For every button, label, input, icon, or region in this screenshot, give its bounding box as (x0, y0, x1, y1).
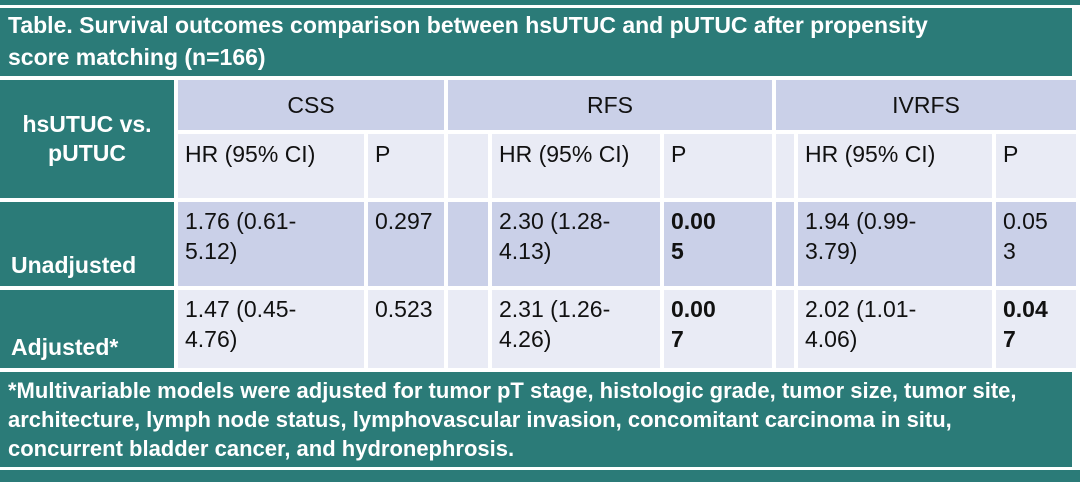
adjusted-rfs-p-cell: 0.00 7 (664, 290, 772, 368)
css-hr-header: HR (95% CI) (178, 134, 364, 198)
adjusted-ivrfs-hr-cell: 2.02 (1.01- 4.06) (798, 290, 992, 368)
spacer-cell (448, 202, 488, 286)
unadjusted-ivrfs-p-cell: 0.05 3 (996, 202, 1076, 286)
row-header-comparison: hsUTUC vs. pUTUC (0, 80, 174, 198)
table-title: Table. Survival outcomes comparison betw… (0, 8, 1072, 76)
unadjusted-ivrfs-hr-cell: 1.94 (0.99- 3.79) (798, 202, 992, 286)
spacer-cell (776, 202, 794, 286)
ivrfs-p-header: P (996, 134, 1076, 198)
adjusted-ivrfs-p-cell: 0.04 7 (996, 290, 1076, 368)
unadjusted-rfs-p-cell: 0.00 5 (664, 202, 772, 286)
spacer-cell (776, 134, 794, 198)
spacer-cell (776, 290, 794, 368)
footnote: *Multivariable models were adjusted for … (0, 372, 1072, 467)
unadjusted-rfs-hr-cell: 2.30 (1.28- 4.13) (492, 202, 660, 286)
column-group-rfs: RFS (448, 80, 772, 130)
spacer-cell (448, 290, 488, 368)
rfs-p-header: P (664, 134, 772, 198)
css-p-header: P (368, 134, 444, 198)
top-teal-strip (0, 0, 1080, 5)
row-label-adjusted: Adjusted* (0, 290, 174, 368)
adjusted-css-p-cell: 0.523 (368, 290, 444, 368)
spacer-cell (448, 134, 488, 198)
column-group-css: CSS (178, 80, 444, 130)
adjusted-rfs-hr-cell: 2.31 (1.26- 4.26) (492, 290, 660, 368)
rfs-hr-header: HR (95% CI) (492, 134, 660, 198)
row-label-unadjusted: Unadjusted (0, 202, 174, 286)
survival-table: hsUTUC vs. pUTUC CSS RFS IVRFS HR (95% C… (0, 80, 1076, 368)
unadjusted-css-p-cell: 0.297 (368, 202, 444, 286)
unadjusted-css-hr-cell: 1.76 (0.61- 5.12) (178, 202, 364, 286)
adjusted-css-hr-cell: 1.47 (0.45- 4.76) (178, 290, 364, 368)
column-group-ivrfs: IVRFS (776, 80, 1076, 130)
bottom-teal-strip (0, 470, 1080, 482)
ivrfs-hr-header: HR (95% CI) (798, 134, 992, 198)
